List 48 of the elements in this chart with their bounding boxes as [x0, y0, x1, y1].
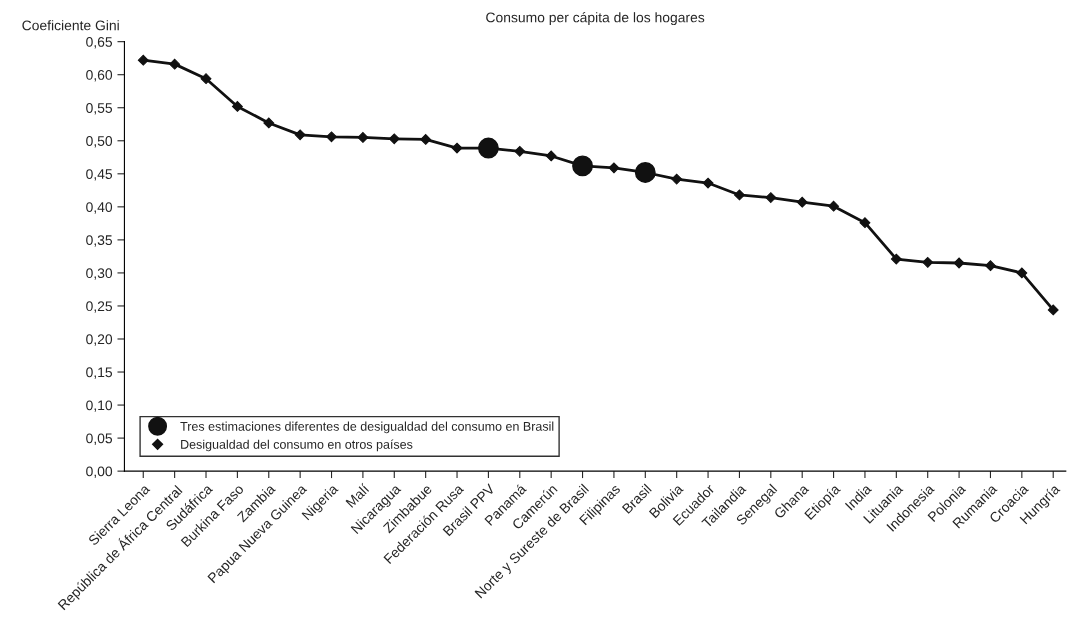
y-axis-title: Coeficiente Gini — [22, 20, 119, 31]
y-tick-label: 0,50 — [86, 136, 113, 148]
point — [1016, 267, 1028, 279]
point — [1047, 304, 1059, 316]
point — [420, 134, 432, 145]
y-tick-label: 0,55 — [86, 103, 113, 115]
point — [451, 142, 463, 154]
y-tick-label: 0,65 — [86, 37, 113, 49]
point — [922, 256, 934, 268]
point — [326, 131, 337, 143]
point — [169, 58, 181, 70]
y-tick-label: 0,15 — [86, 367, 113, 379]
y-tick-label: 0,25 — [86, 301, 113, 313]
point — [859, 217, 871, 229]
point — [734, 189, 745, 201]
y-tick-label: 0,05 — [86, 433, 113, 445]
point — [671, 173, 683, 185]
point — [796, 196, 808, 208]
point — [231, 100, 243, 112]
point — [890, 253, 902, 265]
chart-title: Consumo per cápita de los hogares — [486, 11, 705, 26]
point — [357, 132, 369, 143]
point — [137, 54, 149, 66]
point — [828, 200, 839, 212]
point — [985, 260, 996, 272]
y-tick-label: 0,45 — [86, 169, 113, 181]
point — [765, 192, 777, 204]
y-tick-label: 0,00 — [86, 466, 113, 478]
point — [953, 257, 965, 269]
y-tick-label: 0,20 — [86, 334, 113, 346]
y-tick-label: 0,35 — [86, 235, 113, 247]
point — [477, 137, 499, 159]
point — [263, 117, 275, 129]
legend-label: Desigualdad del consumo en otros países — [181, 439, 413, 452]
y-tick-label: 0,40 — [86, 202, 113, 214]
point — [634, 162, 656, 183]
y-tick-label: 0,30 — [86, 268, 113, 280]
point — [572, 155, 593, 177]
point — [294, 129, 306, 141]
legend-label: Tres estimaciones diferentes de desigualdad del consumo en Brasil — [180, 421, 554, 434]
y-tick-label: 0,10 — [86, 400, 113, 412]
point — [388, 133, 400, 145]
point — [514, 145, 526, 157]
point — [200, 73, 212, 85]
point — [702, 177, 714, 189]
point — [545, 150, 557, 162]
y-tick-label: 0,60 — [86, 70, 113, 82]
point — [608, 162, 620, 174]
